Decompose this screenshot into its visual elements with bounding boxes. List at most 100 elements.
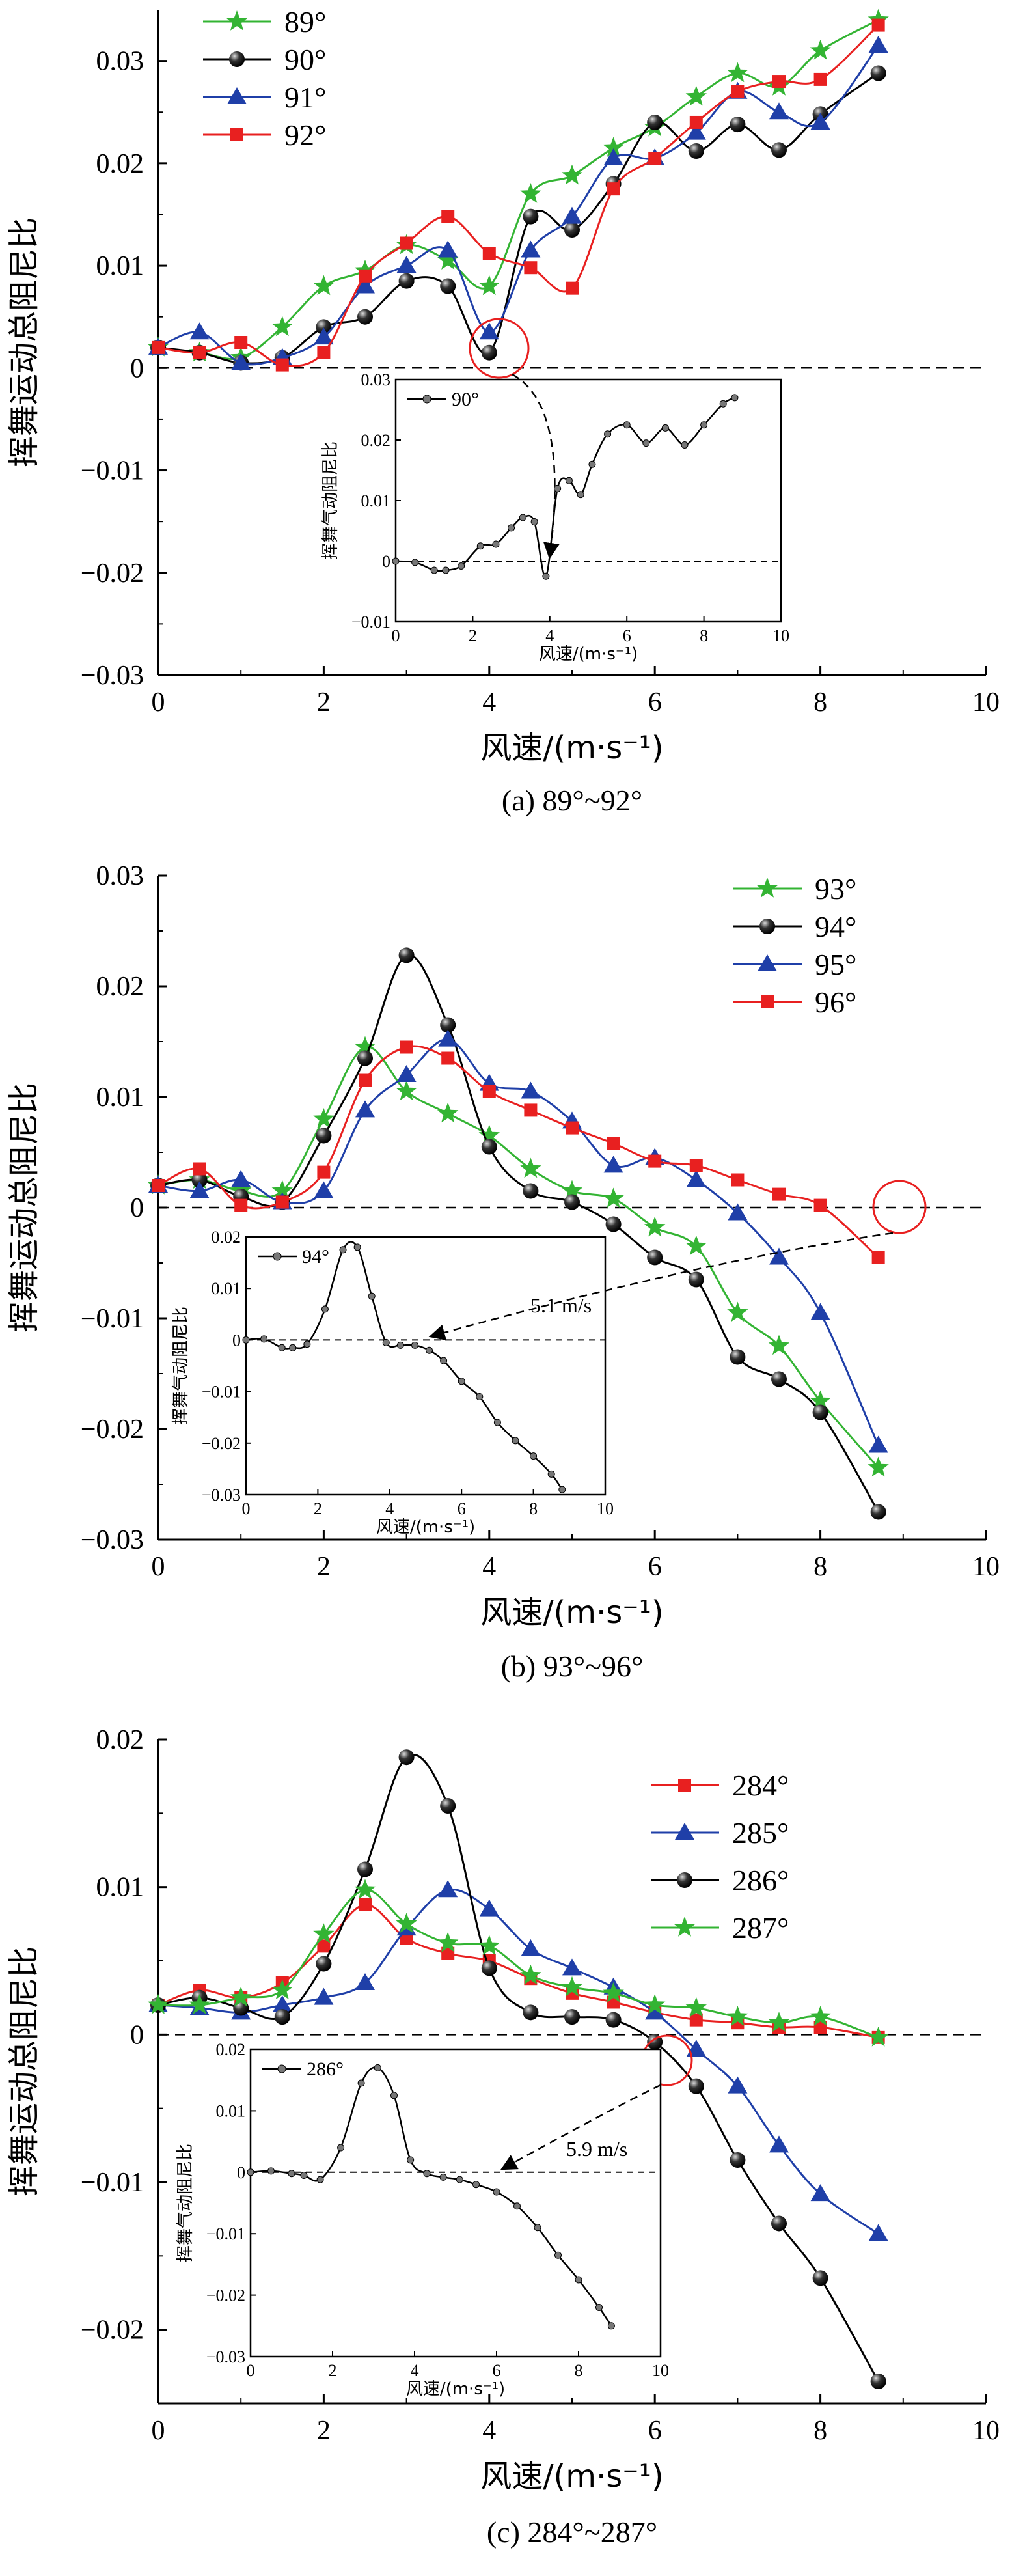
- data-point: [440, 1798, 456, 1814]
- inset-y-tick-label: 0: [382, 552, 390, 571]
- data-point: [603, 137, 624, 157]
- data-point: [607, 182, 620, 196]
- legend-label: 91°: [284, 81, 326, 114]
- data-point: [193, 1162, 206, 1176]
- inset-data-point: [530, 518, 538, 526]
- data-point: [478, 1124, 500, 1145]
- data-point: [396, 256, 417, 273]
- data-point: [731, 85, 745, 98]
- data-point: [772, 1187, 786, 1201]
- y-tick-label: −0.03: [81, 1525, 144, 1555]
- series-91°: [148, 36, 888, 370]
- inset-data-point: [604, 430, 612, 438]
- x-axis-label: 风速/(m·s⁻¹): [480, 1594, 663, 1631]
- data-point: [603, 1156, 623, 1173]
- x-tick-label: 10: [972, 1552, 1000, 1582]
- series-line: [157, 1753, 879, 2382]
- data-point: [275, 1195, 289, 1209]
- inset-x-tick-label: 6: [493, 2361, 501, 2380]
- data-point: [357, 309, 373, 325]
- legend-entry: 96°: [733, 986, 856, 1019]
- y-tick-label: 0.01: [96, 1873, 144, 1903]
- figure-caption: (a) 89°~92°: [502, 784, 642, 817]
- inset-y-tick-label: −0.01: [202, 1383, 241, 1402]
- data-point: [189, 322, 210, 340]
- data-point: [871, 1251, 885, 1264]
- callout-arrow: [428, 1232, 894, 1341]
- inset-data-point: [260, 1335, 268, 1343]
- figure-caption: (c) 284°~287°: [487, 2515, 657, 2549]
- data-point: [437, 249, 459, 270]
- inset-y-tick-label: −0.02: [202, 1434, 241, 1453]
- inset-y-tick-label: 0: [237, 2163, 245, 2182]
- y-tick-label: −0.02: [81, 2316, 144, 2346]
- data-point: [317, 1939, 331, 1953]
- inset-data-point: [456, 2176, 463, 2183]
- data-point: [438, 240, 458, 258]
- inset-data-point: [339, 1246, 347, 1254]
- y-tick-label: 0: [130, 2020, 144, 2050]
- figure-caption: (b) 93°~96°: [501, 1650, 644, 1683]
- x-axis-label: 风速/(m·s⁻¹): [480, 730, 663, 766]
- y-tick-label: −0.01: [81, 1304, 144, 1334]
- data-point: [440, 278, 456, 294]
- data-point: [234, 336, 248, 349]
- series-287°: [147, 1879, 889, 2047]
- inset-data-point: [407, 2156, 415, 2164]
- inset-y-tick-label: −0.01: [206, 2224, 245, 2243]
- chart-panel-1: 0 2 4 6 8 100.030.020.010−0.01−0.02−0.03风速/(m…: [6, 5, 1000, 817]
- data-point: [317, 346, 331, 359]
- legend-label: 287°: [732, 1911, 789, 1945]
- data-point: [400, 236, 413, 250]
- data-point: [564, 2009, 580, 2025]
- data-point: [355, 276, 375, 294]
- x-tick-label: 8: [813, 1552, 827, 1582]
- inset-data-point: [595, 2303, 603, 2311]
- x-tick-label: 4: [482, 2416, 496, 2446]
- data-point: [771, 142, 787, 158]
- inset-data-point: [472, 2181, 480, 2189]
- data-point: [769, 1247, 789, 1265]
- data-point: [564, 1194, 580, 1210]
- data-point: [561, 1976, 583, 1997]
- data-point: [191, 1172, 208, 1188]
- data-point: [870, 65, 886, 81]
- inset-data-point: [426, 1346, 433, 1354]
- inset-data-point: [411, 1341, 418, 1349]
- inset-y-axis-label: 挥舞气动阻尼比: [171, 1307, 191, 1425]
- data-point: [813, 1198, 827, 1212]
- inset-data-point: [440, 1357, 448, 1364]
- data-point: [316, 1956, 332, 1972]
- inset-data-point: [303, 1340, 311, 1348]
- inset-legend-label: 286°: [307, 2058, 344, 2080]
- data-point: [771, 1371, 787, 1387]
- data-point: [481, 1960, 497, 1976]
- series-line: [157, 19, 879, 361]
- inset-x-tick-label: 6: [623, 626, 631, 645]
- inset-data-point: [374, 2064, 381, 2071]
- data-point: [603, 148, 623, 165]
- data-point: [689, 115, 703, 129]
- data-point: [868, 36, 888, 53]
- inset-x-tick-label: 8: [529, 1499, 538, 1518]
- inset-data-point: [353, 1243, 361, 1251]
- data-point: [400, 1040, 413, 1054]
- data-point: [313, 275, 335, 296]
- inset-x-tick-label: 10: [652, 2361, 669, 2380]
- legend-entry: 94°: [733, 910, 856, 943]
- inset-x-tick-label: 2: [469, 626, 477, 645]
- callout-arrow: [512, 373, 560, 559]
- data-point: [398, 947, 415, 963]
- legend-entry: 285°: [651, 1816, 789, 1849]
- inset-chart: 0 2 4 6 8 10 0.02 0.01 0 −0.01 −0.02 −0.03 风速/(m·s⁻¹…: [176, 2040, 669, 2399]
- inset-data-point: [575, 2276, 582, 2284]
- chart-panel-2: 0 2 4 6 8 10 0.03 0.02 0.01 0 −0.01 −0.02 −0.03 风速/(m…: [6, 861, 1000, 1683]
- inset-data-point: [242, 1336, 250, 1344]
- legend-label: 95°: [815, 948, 856, 981]
- inset-data-point: [396, 1341, 404, 1349]
- data-point: [727, 62, 748, 83]
- data-point: [566, 281, 579, 295]
- x-tick-label: 2: [317, 687, 331, 717]
- x-tick-label: 2: [317, 1552, 331, 1582]
- data-point: [316, 319, 332, 335]
